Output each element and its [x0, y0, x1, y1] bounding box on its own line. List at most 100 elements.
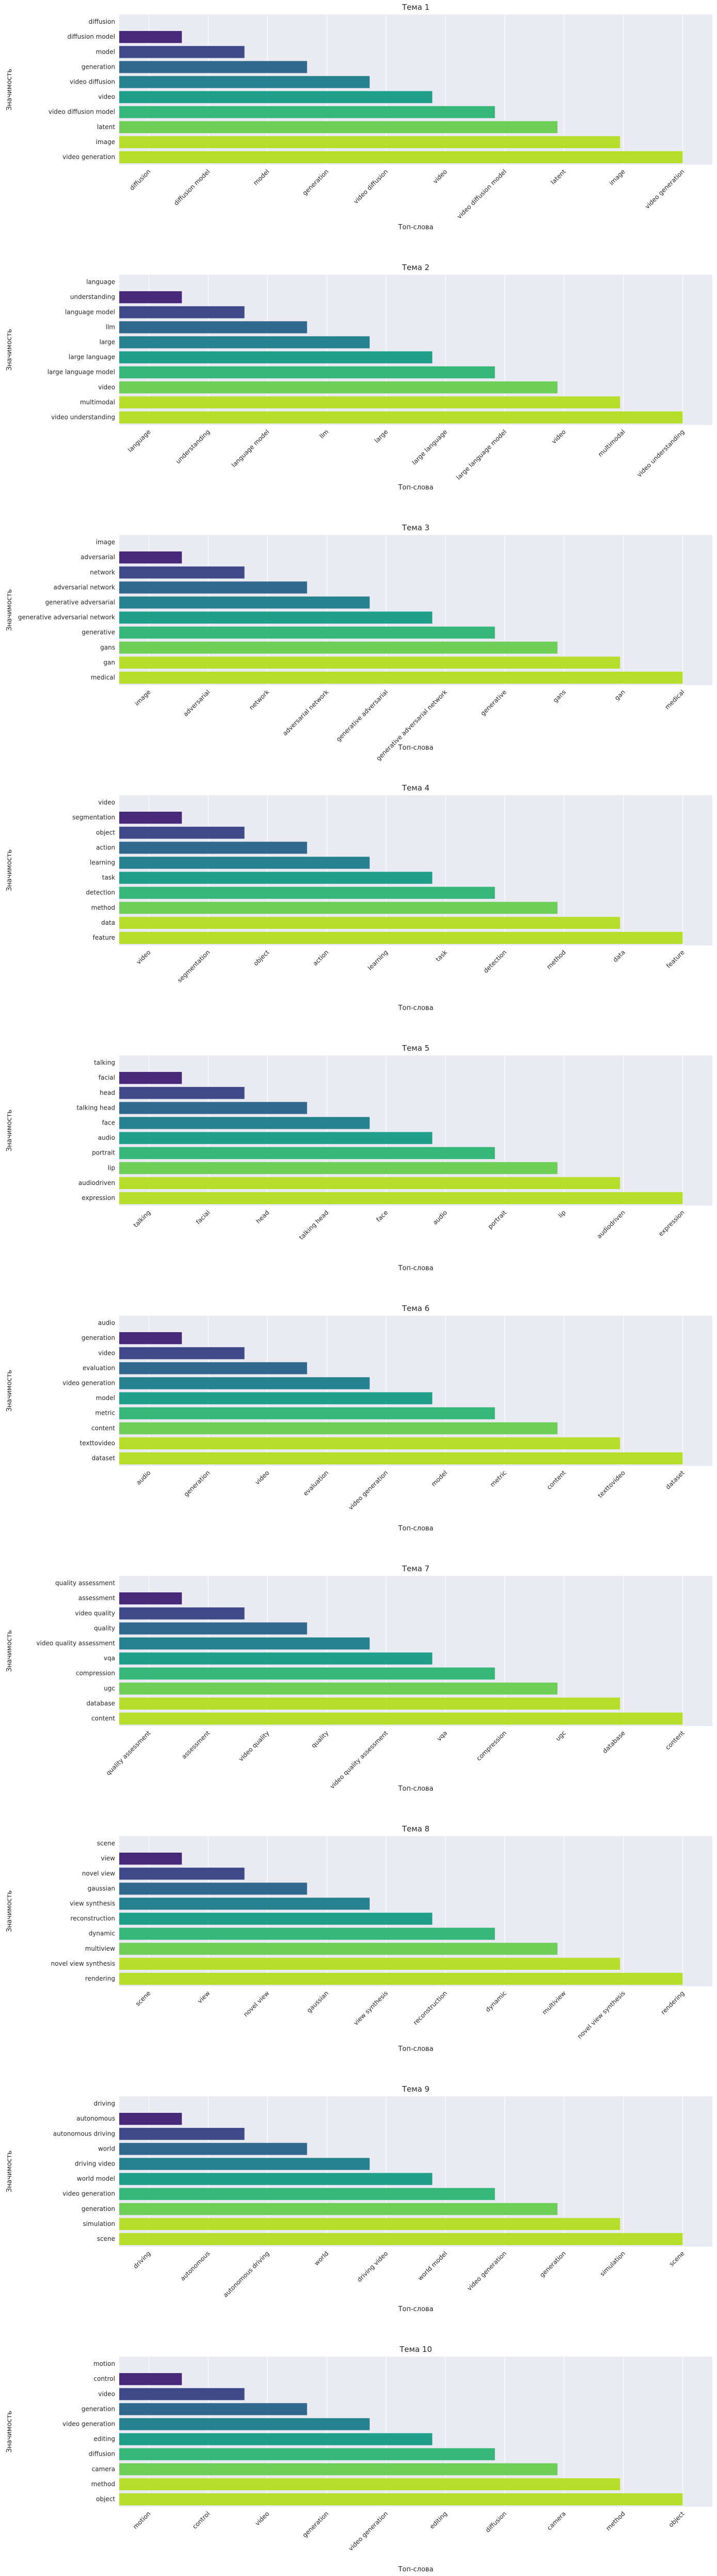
x-axis-label: Топ-слова — [397, 1525, 433, 1532]
y-axis-label: Значимость — [6, 2411, 13, 2453]
x-tick-label: feature — [665, 949, 686, 970]
x-axis-label: Топ-слова — [397, 1004, 433, 1012]
y-tick-label: data — [101, 919, 115, 926]
bar — [119, 1392, 433, 1404]
x-tick-label: network — [248, 688, 270, 711]
y-tick-label: learning — [90, 859, 115, 866]
x-axis-label: Топ-слова — [397, 2566, 433, 2573]
x-tick-label: quality — [310, 1729, 330, 1749]
y-tick-label: autonomous driving — [53, 2130, 115, 2137]
x-tick-label: video — [253, 1469, 270, 1486]
chart-title: Тема 10 — [399, 2345, 432, 2354]
bar — [119, 887, 495, 899]
x-tick-label: generation — [301, 2510, 330, 2539]
y-tick-label: video understanding — [51, 414, 115, 421]
bar — [119, 91, 433, 103]
x-tick-label: task — [434, 949, 449, 963]
bar — [119, 1712, 683, 1725]
x-tick-label: autonomous — [179, 2250, 212, 2282]
bar — [119, 2448, 495, 2460]
y-tick-label: medical — [91, 674, 115, 681]
y-tick-label: view synthesis — [70, 1900, 115, 1907]
bar — [119, 671, 683, 684]
y-tick-label: assessment — [78, 1594, 115, 1602]
chart-title: Тема 8 — [402, 1824, 429, 1834]
bar — [119, 1853, 182, 1865]
x-tick-label: object — [252, 949, 270, 967]
x-tick-label: talking head — [298, 1209, 330, 1241]
bar — [119, 306, 245, 319]
y-tick-label: head — [100, 1089, 115, 1096]
x-tick-label: action — [311, 949, 330, 967]
bar — [119, 902, 557, 914]
y-tick-label: gans — [100, 644, 115, 651]
x-tick-label: gaussian — [306, 1989, 330, 2014]
x-tick-label: talking — [132, 1209, 152, 1229]
bar — [119, 1667, 495, 1680]
y-tick-label: gan — [103, 659, 115, 666]
y-axis-label: Значимость — [6, 329, 13, 371]
bar — [119, 396, 620, 408]
x-tick-label: video diffusion — [352, 168, 389, 205]
bar — [119, 31, 182, 43]
bar — [119, 2463, 557, 2475]
chart-title: Тема 1 — [402, 3, 429, 12]
bar — [119, 1102, 307, 1114]
x-tick-label: gan — [613, 688, 627, 702]
x-tick-label: facial — [195, 1209, 212, 1226]
x-tick-label: understanding — [174, 428, 212, 465]
y-tick-label: generation — [82, 2405, 115, 2412]
bar — [119, 2158, 370, 2170]
y-tick-label: gaussian — [88, 1885, 115, 1892]
x-tick-label: novel view — [242, 1989, 270, 2018]
y-tick-label: video generation — [62, 1379, 115, 1386]
x-tick-label: audio — [432, 1209, 449, 1226]
x-axis-label: Топ-слова — [397, 224, 433, 231]
x-tick-label: llm — [318, 428, 330, 440]
y-tick-label: image — [96, 539, 115, 546]
x-tick-label: expression — [657, 1209, 686, 1238]
bar — [119, 1913, 433, 1925]
x-tick-label: image — [608, 168, 626, 186]
bar — [119, 1437, 620, 1449]
x-tick-label: motion — [132, 2510, 152, 2531]
y-tick-label: quality assessment — [55, 1579, 115, 1587]
y-tick-label: video — [98, 799, 115, 806]
y-tick-label: world model — [77, 2175, 115, 2183]
x-axis-label: Топ-слова — [397, 2305, 433, 2313]
x-axis-label: Топ-слова — [397, 744, 433, 752]
bar — [119, 351, 433, 364]
x-tick-label: generation — [538, 2250, 567, 2279]
bar — [119, 336, 370, 349]
y-tick-label: talking — [94, 1059, 115, 1066]
x-tick-label: database — [601, 1729, 627, 1755]
bar — [119, 1147, 495, 1159]
chart-title: Тема 4 — [402, 783, 429, 793]
x-tick-label: large — [373, 428, 389, 444]
x-tick-label: video quality assessment — [328, 1729, 389, 1790]
y-tick-label: expression — [82, 1194, 115, 1202]
y-tick-label: image — [96, 138, 115, 146]
x-tick-label: ugc — [554, 1729, 567, 1742]
x-tick-label: diffusion — [128, 168, 152, 192]
y-tick-label: ugc — [104, 1685, 115, 1692]
bar — [119, 1942, 557, 1955]
y-tick-label: video — [98, 93, 115, 101]
y-tick-label: object — [96, 829, 115, 836]
y-axis-label: Значимость — [6, 69, 13, 110]
bar — [119, 1177, 620, 1189]
bar — [119, 366, 495, 378]
x-tick-label: adversarial network — [281, 688, 330, 737]
y-tick-label: camera — [92, 2466, 115, 2473]
y-axis-label: Значимость — [6, 2151, 13, 2192]
x-tick-label: generation — [182, 1469, 211, 1498]
bar — [119, 1347, 245, 1360]
y-tick-label: multimodal — [80, 399, 115, 406]
bar — [119, 2173, 433, 2185]
y-tick-label: large language model — [47, 369, 115, 376]
y-tick-label: language model — [65, 308, 115, 315]
y-tick-label: video — [98, 384, 115, 391]
chart-title: Тема 7 — [402, 1564, 429, 1573]
x-tick-label: dataset — [664, 1469, 686, 1491]
x-tick-label: diffusion — [484, 2510, 508, 2534]
